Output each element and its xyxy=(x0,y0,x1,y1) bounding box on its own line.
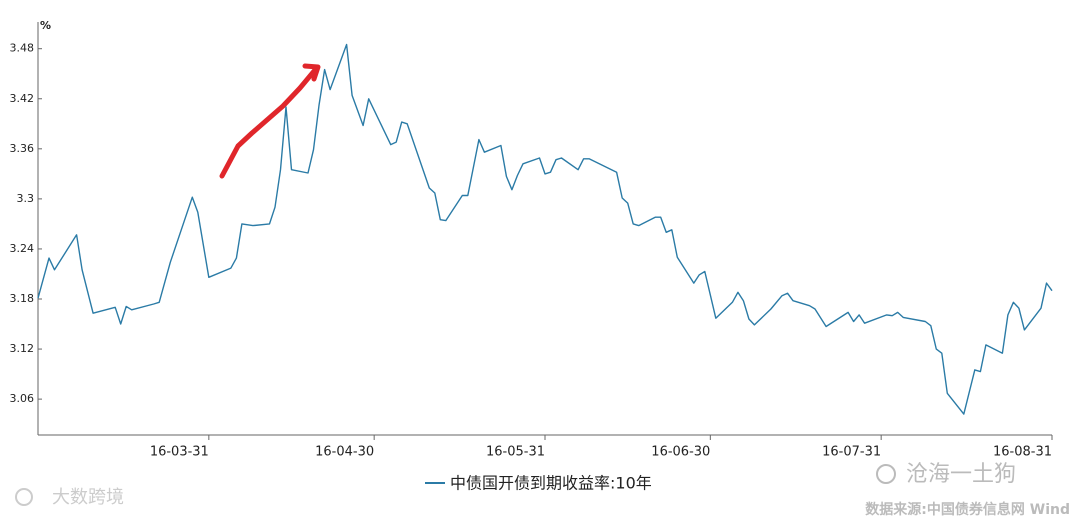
y-tick-label: 3.3 xyxy=(17,192,35,205)
watermark: 沧海一土狗 xyxy=(906,462,1016,487)
y-tick-label: 3.12 xyxy=(10,342,35,355)
watermark-icon xyxy=(15,488,33,506)
annotation-arrow xyxy=(219,63,321,179)
x-tick-label: 16-08-31 xyxy=(993,445,1052,460)
x-tick-label: 16-07-31 xyxy=(822,445,881,460)
y-tick-label: 3.36 xyxy=(10,142,35,155)
source-note: 数据来源:中国债券信息网 Wind xyxy=(865,501,1070,518)
x-tick-label: 16-04-30 xyxy=(315,445,374,460)
watermark: 大数跨境 xyxy=(52,487,124,508)
y-tick-label: 3.42 xyxy=(10,92,35,105)
x-tick-label: 16-03-31 xyxy=(150,445,209,460)
legend-label: 中债国开债到期收益率:10年 xyxy=(450,474,652,493)
y-tick-label: 3.18 xyxy=(10,292,35,305)
x-tick-label: 16-05-31 xyxy=(486,445,545,460)
y-tick-label: 3.48 xyxy=(10,42,35,55)
x-tick-label: 16-06-30 xyxy=(651,445,710,460)
watermark-icon xyxy=(876,464,896,484)
y-axis-label: % xyxy=(40,19,51,32)
data-line xyxy=(37,43,1053,415)
y-tick-label: 3.06 xyxy=(10,392,35,405)
y-tick-label: 3.24 xyxy=(10,242,35,255)
